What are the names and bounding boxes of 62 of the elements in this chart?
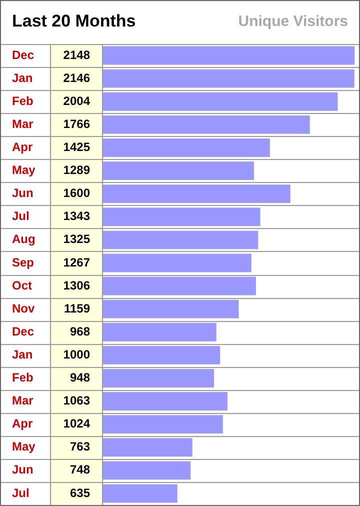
data-label: 1289	[63, 163, 90, 178]
bar	[103, 346, 220, 364]
y-tick-label: Oct	[12, 278, 32, 292]
y-tick-label: Nov	[12, 301, 35, 316]
y-tick-label: Apr	[12, 416, 33, 431]
bar	[103, 392, 228, 410]
y-tick-label: Jul	[12, 486, 30, 500]
data-label: 763	[70, 440, 90, 454]
bar	[103, 46, 355, 65]
y-tick-label: May	[12, 163, 36, 178]
data-label: 635	[70, 486, 90, 500]
y-tick-label: Jan	[12, 347, 33, 362]
data-label: 1063	[63, 394, 90, 408]
y-tick-label: Dec	[12, 48, 34, 62]
chart-subtitle: Unique Visitors	[238, 13, 348, 30]
y-tick-label: May	[12, 440, 36, 454]
bar	[103, 369, 214, 388]
bar	[103, 115, 310, 134]
chart-title: Last 20 Months	[12, 12, 136, 31]
y-tick-label: Jan	[12, 70, 33, 85]
bar	[103, 484, 178, 503]
data-label: 1024	[63, 416, 90, 431]
bar	[103, 92, 338, 111]
y-tick-label: Dec	[12, 324, 34, 338]
bar	[103, 230, 258, 250]
y-tick-label: Mar	[12, 394, 34, 408]
data-label: 2148	[63, 48, 90, 62]
data-label: 748	[70, 462, 90, 477]
data-label: 1159	[64, 301, 90, 316]
bar	[103, 461, 191, 480]
bar	[103, 276, 256, 296]
bar	[103, 300, 239, 318]
y-tick-label: Apr	[12, 140, 33, 154]
data-label: 1000	[63, 347, 90, 362]
y-tick-label: Aug	[12, 232, 36, 246]
data-label: 1766	[63, 116, 90, 131]
y-tick-label: Jun	[12, 462, 34, 477]
bar	[103, 184, 290, 204]
bar	[103, 208, 260, 226]
bar	[103, 415, 223, 434]
y-tick-label: Sep	[12, 255, 34, 270]
bar	[103, 69, 354, 88]
data-label: 1267	[63, 255, 90, 270]
bar	[103, 138, 270, 157]
data-label: 968	[70, 324, 90, 338]
data-label: 1343	[63, 209, 90, 224]
data-label: 1425	[63, 140, 90, 154]
data-label: 1325	[63, 232, 90, 246]
y-tick-label: Feb	[12, 370, 34, 385]
y-tick-label: Feb	[12, 94, 34, 108]
data-label: 948	[70, 370, 90, 385]
y-tick-label: Mar	[12, 116, 34, 131]
bar	[103, 254, 252, 272]
bar	[103, 438, 192, 457]
bar	[103, 162, 254, 180]
y-tick-label: Jul	[12, 209, 30, 224]
data-label: 1306	[63, 278, 90, 292]
data-label: 1600	[63, 186, 90, 200]
bar	[103, 322, 216, 342]
data-label: 2004	[63, 94, 90, 108]
data-label: 2146	[63, 70, 90, 85]
y-tick-label: Jun	[12, 186, 34, 200]
